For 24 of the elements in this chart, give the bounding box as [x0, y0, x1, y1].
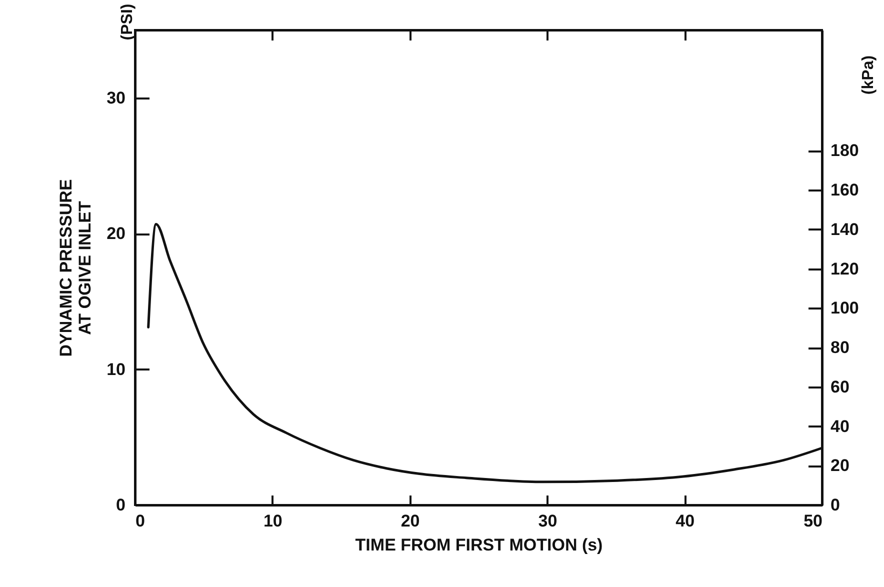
y-tick-label: 30 [106, 88, 126, 108]
y2-tick-label: 120 [830, 259, 859, 278]
y2-tick-label: 0 [830, 496, 840, 514]
y2-tick-label: 80 [830, 338, 850, 358]
y-tick-label: 0 [116, 496, 126, 514]
x-tick-label: 0 [136, 512, 145, 530]
x-tick-label: 50 [804, 512, 822, 530]
annotation: (PSI) [119, 4, 136, 40]
y2-tick-label: 60 [830, 377, 850, 396]
y2-tick-label: 20 [830, 456, 850, 476]
y2-axis-title: (kPa) [860, 55, 877, 95]
y-axis-title: DYNAMIC PRESSURE AT OGIVE INLET [56, 179, 95, 357]
y2-tick-label: 40 [830, 416, 850, 436]
y2-tick-label: 100 [830, 298, 859, 318]
x-tick-label: 30 [538, 512, 558, 530]
x-tick-label: 10 [263, 512, 282, 530]
y2-tick-label: 140 [830, 220, 859, 239]
y2-tick-label: 180 [830, 141, 859, 160]
y-tick-label: 20 [106, 224, 126, 244]
x-tick-label: 40 [676, 512, 695, 530]
x-axis-title: TIME FROM FIRST MOTION (s) [355, 536, 603, 554]
y-tick-label: 10 [106, 360, 126, 379]
y2-tick-label: 160 [830, 180, 859, 200]
x-tick-label: 20 [400, 512, 420, 530]
